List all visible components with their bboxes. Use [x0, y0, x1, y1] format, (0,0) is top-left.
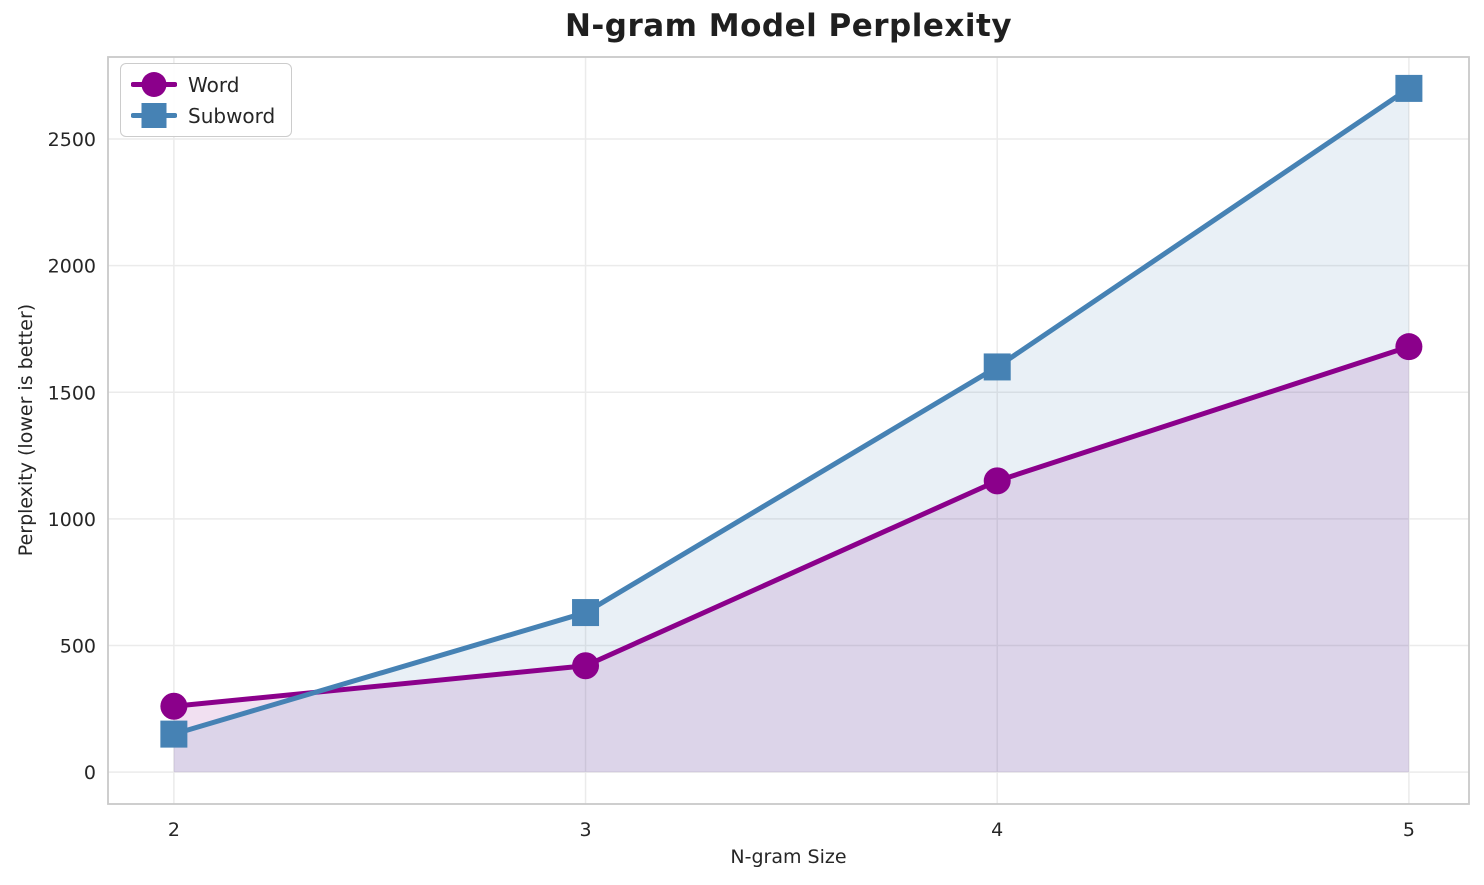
word-area-fill [173, 346, 1409, 773]
circle-marker-icon [131, 72, 177, 97]
legend-item-word: Word [131, 71, 275, 98]
subword-point [983, 353, 1011, 381]
word-point [160, 692, 188, 720]
plot-border [107, 56, 1470, 805]
subword-point [1395, 74, 1423, 102]
x-tick-label: 5 [1403, 819, 1415, 841]
square-marker-icon [131, 103, 177, 128]
subword-point [160, 720, 188, 748]
y-tick-label: 2500 [48, 129, 96, 151]
chart-title: N-gram Model Perplexity [564, 8, 1013, 44]
legend: Word Subword [120, 63, 293, 137]
y-tick-label: 1000 [48, 509, 96, 531]
y-axis-label: Perplexity (lower is better) [15, 303, 37, 557]
subword-line [171, 85, 1412, 737]
word-point [983, 467, 1011, 495]
y-tick-label: 1500 [48, 382, 96, 404]
y-tick-label: 0 [84, 762, 96, 784]
x-tick-label: 2 [168, 819, 180, 841]
subword-point [572, 599, 600, 627]
subword-area-fill [173, 88, 1409, 773]
y-tick-label: 2000 [48, 256, 96, 278]
word-point [1395, 333, 1423, 361]
legend-label-word: Word [188, 72, 240, 97]
word-line [171, 344, 1412, 709]
y-tick-label: 500 [60, 635, 96, 657]
x-tick-label: 4 [991, 819, 1003, 841]
plot-area [108, 57, 1469, 804]
x-tick-label: 3 [579, 819, 591, 841]
legend-label-subword: Subword [188, 103, 276, 128]
word-point [572, 652, 600, 680]
legend-item-subword: Subword [131, 102, 275, 129]
x-axis-label: N-gram Size [730, 846, 847, 868]
